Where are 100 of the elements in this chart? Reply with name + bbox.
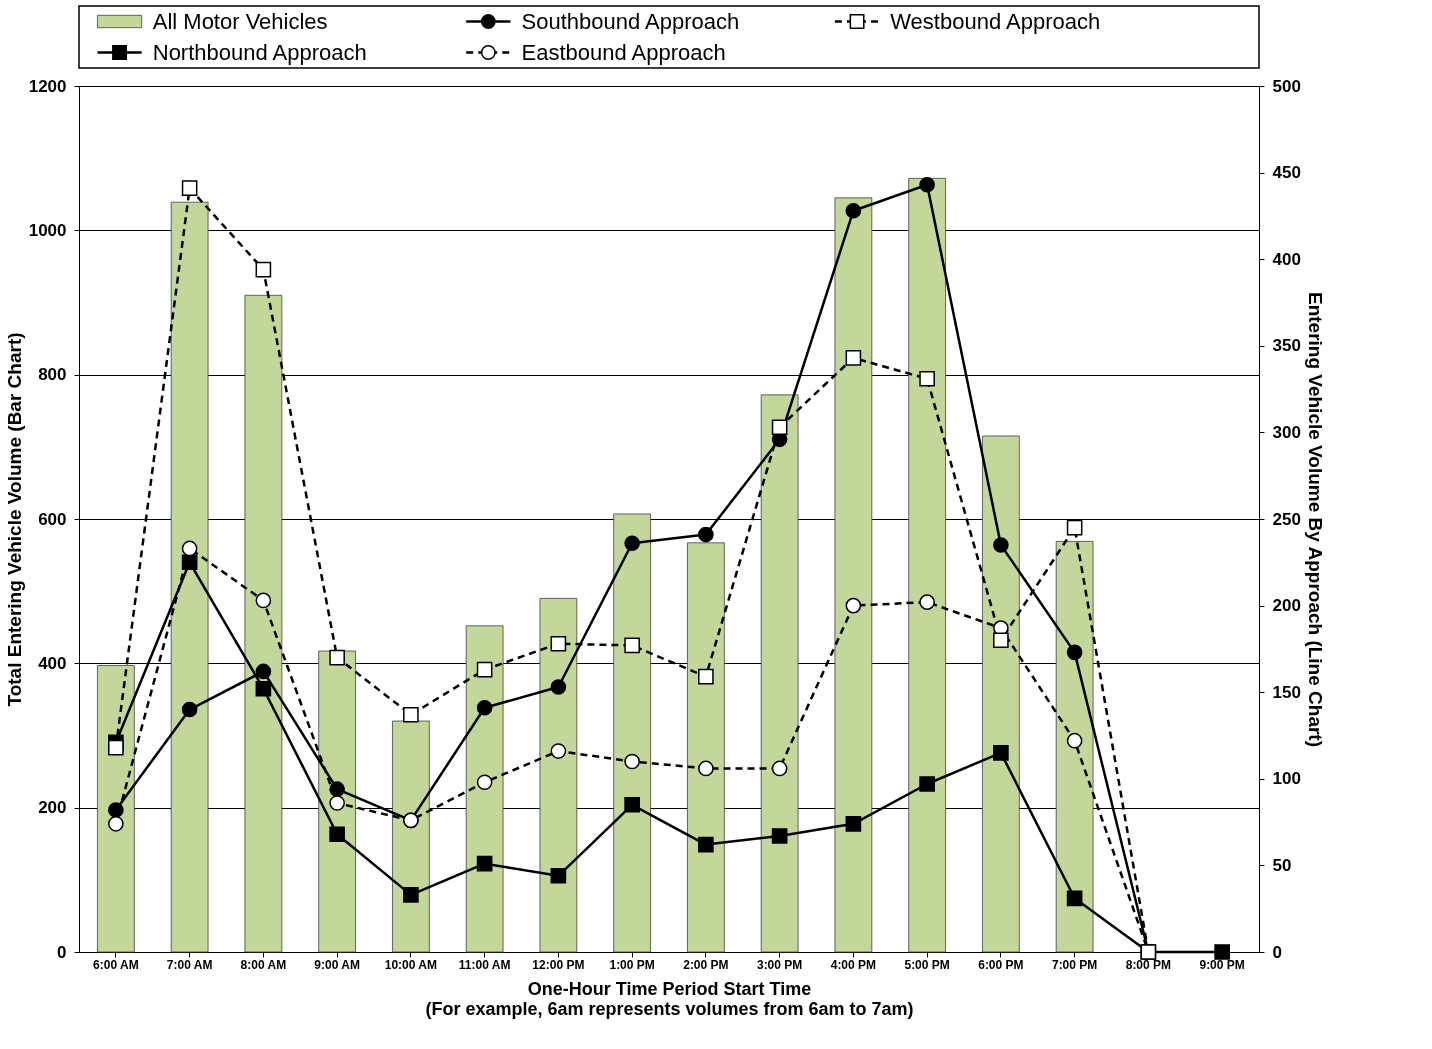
y2-tick-label: 400 (1272, 249, 1301, 269)
point (108, 816, 124, 832)
x-tick-label: 12:00 PM (532, 957, 585, 972)
y2-tick-label: 300 (1272, 422, 1301, 442)
point (550, 679, 567, 695)
point (771, 419, 788, 436)
point (919, 594, 935, 610)
y2-axis-title: Entering Vehicle Volume By Approach (Line Chart) (1304, 291, 1326, 748)
y2-tick-label: 500 (1272, 76, 1301, 96)
legend-label: All Motor Vehicles (152, 8, 328, 34)
x-tick-label: 8:00 AM (240, 957, 287, 972)
point (1066, 890, 1083, 907)
bar (539, 597, 578, 953)
point (624, 796, 640, 813)
point (845, 350, 862, 366)
y2-tick-label: 200 (1272, 596, 1301, 616)
point (771, 760, 788, 777)
bar (1055, 540, 1094, 953)
point (403, 706, 419, 723)
point (919, 176, 935, 193)
point (993, 745, 1009, 761)
x-tick-label: 9:00 PM (1199, 957, 1245, 972)
point (255, 261, 272, 278)
point (403, 887, 419, 903)
point (550, 743, 567, 759)
point (845, 202, 862, 219)
x-tick-label: 6:00 AM (93, 957, 139, 972)
x-tick-label: 7:00 AM (166, 957, 213, 972)
bar (982, 435, 1020, 953)
legend-label: Southbound Approach (521, 8, 740, 34)
legend-label: Northbound Approach (152, 39, 367, 65)
y2-tick-label: 250 (1272, 509, 1301, 529)
x-tick-label: 10:00 AM (384, 957, 437, 972)
point (698, 760, 714, 777)
point (329, 781, 345, 797)
y-tick-label: 400 (38, 653, 67, 673)
point (624, 753, 640, 770)
x-tick-label: 1:00 PM (609, 957, 655, 972)
point (329, 795, 345, 811)
y-tick-label: 600 (38, 509, 67, 529)
y2-tick-label: 450 (1272, 163, 1301, 183)
y2-tick-label: 350 (1272, 336, 1301, 356)
bar (834, 197, 873, 953)
point (255, 663, 272, 680)
point (993, 537, 1009, 553)
point (181, 701, 198, 718)
bar (392, 720, 430, 953)
point (771, 828, 788, 844)
point (1214, 944, 1230, 960)
point (476, 661, 493, 678)
bar (97, 665, 135, 953)
bar (244, 294, 283, 953)
point (1066, 644, 1083, 661)
x-tick-label: 6:00 PM (978, 957, 1024, 972)
point (698, 526, 714, 543)
y-tick-label: 1200 (28, 76, 67, 96)
point (624, 535, 640, 552)
bar (465, 625, 504, 953)
x-tick-label: 7:00 PM (1051, 957, 1098, 972)
x-axis-title: One-Hour Time Period Start Time (For example, 6am represents volumes from 6am to 7am) (425, 978, 914, 1019)
point (993, 632, 1009, 649)
bar (760, 394, 799, 953)
x-tick-label: 3:00 PM (756, 957, 803, 972)
x-tick-label: 2:00 PM (683, 957, 729, 972)
point (476, 774, 493, 791)
y-axis-title: Total Entering Vehicle Volume (Bar Chart) (3, 332, 25, 707)
point (845, 816, 862, 832)
x-tick-label: 8:00 PM (1125, 957, 1172, 972)
point (329, 826, 345, 843)
point (476, 855, 493, 872)
bar (687, 542, 725, 953)
point (476, 699, 493, 716)
point (1066, 519, 1083, 536)
x-tick-label: 4:00 PM (830, 957, 877, 972)
point (1066, 732, 1083, 749)
point (255, 592, 272, 609)
legend-label: Eastbound Approach (521, 39, 726, 65)
point (698, 668, 714, 685)
x-tick-label: 5:00 PM (904, 957, 950, 972)
y-tick-label: 200 (38, 798, 67, 818)
y2-tick-label: 100 (1272, 769, 1301, 789)
y-tick-label: 1000 (28, 220, 67, 240)
point (255, 680, 272, 697)
y2-tick-label: 150 (1272, 682, 1301, 702)
point (108, 739, 124, 756)
x-tick-label: 9:00 AM (314, 957, 360, 972)
y2-tick-label: 0 (1272, 942, 1282, 962)
legend-label: Westbound Approach (890, 8, 1101, 34)
y2-tick-label: 50 (1272, 855, 1292, 875)
y-tick-label: 800 (38, 365, 67, 385)
x-tick-label: 11:00 AM (458, 957, 511, 972)
point (181, 180, 198, 197)
y-tick-label: 0 (57, 942, 67, 962)
bar (613, 513, 651, 953)
point (181, 540, 198, 557)
point (550, 635, 567, 652)
point (108, 802, 124, 818)
bar (908, 177, 946, 953)
point (919, 370, 935, 387)
point (624, 637, 640, 654)
